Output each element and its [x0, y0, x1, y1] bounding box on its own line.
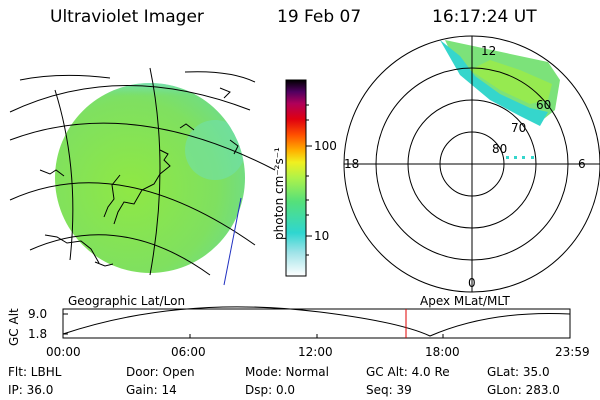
- lat-label-80: 80: [492, 142, 508, 156]
- colorbar-ticks: [306, 104, 312, 256]
- lat-label-70: 70: [511, 121, 527, 135]
- polar-dots: [506, 156, 534, 159]
- status-gc-alt: GC Alt: 4.0 Re: [366, 365, 450, 379]
- instrument-title: Ultraviolet Imager: [50, 7, 204, 27]
- gc-alt-axis-label: GC Alt: [7, 308, 21, 346]
- status-ip: IP: 36.0: [8, 383, 54, 397]
- colorbar: [285, 79, 307, 277]
- timeline-ticks: [63, 313, 444, 338]
- status-glon: GLon: 283.0: [487, 383, 560, 397]
- polar-image: [440, 40, 560, 126]
- status-mode: Mode: Normal: [245, 365, 329, 379]
- geographic-caption: Geographic Lat/Lon: [68, 294, 186, 308]
- globe-image: [55, 83, 245, 273]
- mlt-label-18: 18: [344, 157, 360, 171]
- lat-label-60: 60: [536, 98, 552, 112]
- apex-caption: Apex MLat/MLT: [420, 294, 510, 308]
- geographic-grid: [9, 67, 276, 276]
- status-gain: Gain: 14: [126, 383, 177, 397]
- time-tick-0600: 06:00: [171, 345, 206, 359]
- terminator-line: [223, 197, 242, 286]
- time-tick-1800: 18:00: [425, 345, 460, 359]
- date-label: 19 Feb 07: [277, 7, 362, 27]
- time-label: 16:17:24 UT: [432, 7, 537, 27]
- mlt-label-12: 12: [481, 44, 497, 58]
- status-flt: Flt: LBHL: [8, 365, 62, 379]
- mlt-label-0: 0: [468, 276, 476, 290]
- polar-grid: [343, 35, 600, 293]
- time-tick-1200: 12:00: [298, 345, 333, 359]
- status-door: Door: Open: [126, 365, 195, 379]
- timeline-box: [62, 308, 571, 339]
- colorbar-unit-label: photon cm⁻²s⁻¹: [272, 147, 286, 240]
- alt-tick-low: 1.8: [28, 327, 48, 341]
- alt-tick-high: 9.0: [28, 307, 48, 321]
- mlt-label-6: 6: [578, 157, 586, 171]
- status-dsp: Dsp: 0.0: [245, 383, 296, 397]
- status-glat: GLat: 35.0: [487, 365, 550, 379]
- status-seq: Seq: 39: [366, 383, 412, 397]
- time-tick-0000: 00:00: [46, 345, 81, 359]
- colorbar-tick-10: 10: [314, 229, 330, 243]
- time-tick-2359: 23:59: [555, 345, 590, 359]
- colorbar-tick-100: 100: [314, 139, 337, 153]
- coastline: [39, 87, 239, 267]
- altitude-curve: [62, 306, 571, 337]
